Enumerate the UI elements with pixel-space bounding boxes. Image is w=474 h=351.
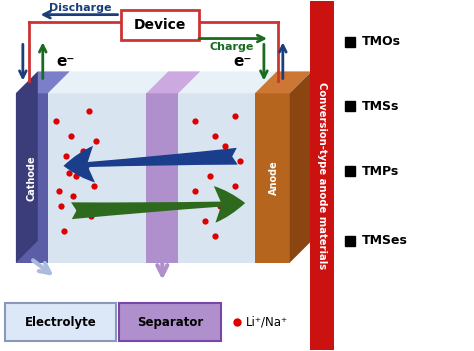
FancyBboxPatch shape bbox=[5, 304, 117, 341]
Text: Li⁺/Na⁺: Li⁺/Na⁺ bbox=[246, 316, 288, 329]
Polygon shape bbox=[290, 71, 312, 263]
Text: Conversion-type anode materials: Conversion-type anode materials bbox=[317, 82, 327, 270]
Polygon shape bbox=[255, 71, 312, 93]
FancyBboxPatch shape bbox=[121, 10, 199, 40]
Text: TMSes: TMSes bbox=[362, 234, 407, 247]
Polygon shape bbox=[16, 71, 38, 263]
Bar bbox=[310, 1, 334, 350]
Text: TMSs: TMSs bbox=[362, 100, 399, 113]
Text: Charge: Charge bbox=[210, 41, 254, 52]
Text: e⁻: e⁻ bbox=[57, 54, 75, 69]
Polygon shape bbox=[16, 71, 70, 93]
Text: Separator: Separator bbox=[137, 316, 203, 329]
Text: e⁻: e⁻ bbox=[234, 54, 252, 69]
Polygon shape bbox=[255, 93, 290, 263]
Text: TMPs: TMPs bbox=[362, 165, 399, 178]
Polygon shape bbox=[36, 93, 285, 263]
Polygon shape bbox=[146, 71, 200, 93]
Text: Discharge: Discharge bbox=[49, 3, 112, 13]
Polygon shape bbox=[16, 93, 48, 263]
Text: Electrolyte: Electrolyte bbox=[25, 316, 97, 329]
Text: Anode: Anode bbox=[269, 161, 279, 196]
Text: Device: Device bbox=[134, 18, 186, 32]
Polygon shape bbox=[285, 71, 307, 263]
Text: Cathode: Cathode bbox=[27, 155, 37, 201]
Text: TMOs: TMOs bbox=[362, 35, 401, 48]
Polygon shape bbox=[146, 93, 178, 263]
Polygon shape bbox=[36, 71, 307, 93]
FancyBboxPatch shape bbox=[119, 304, 221, 341]
